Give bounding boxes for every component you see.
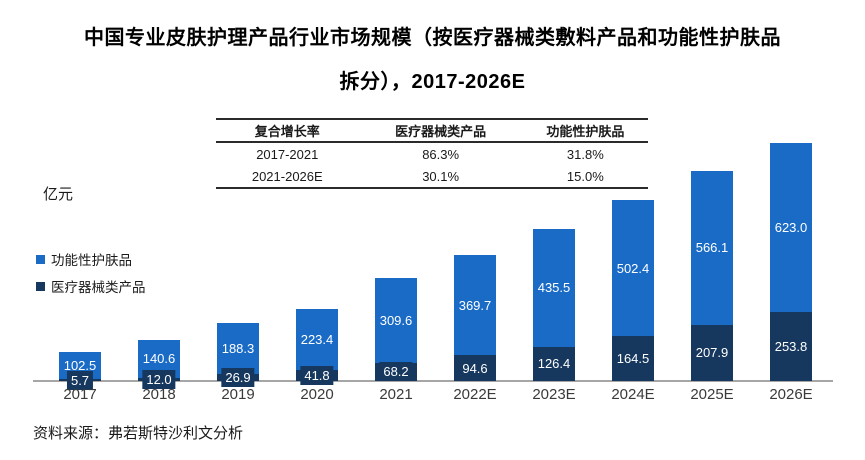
x-tick-label-2018: 2018 bbox=[142, 386, 176, 403]
bar-segment-functional-2022E: 369.7 bbox=[454, 254, 496, 356]
x-tick-label-2017: 2017 bbox=[63, 386, 97, 403]
bar-value-label-medical-2026E: 253.8 bbox=[770, 337, 812, 357]
cagr-row-2021-2026e: 2021-2026E 30.1% 15.0% bbox=[216, 165, 648, 189]
legend-label-functional: 功能性护肤品 bbox=[51, 253, 132, 268]
x-axis-line bbox=[33, 380, 833, 382]
cagr-table-header-row: 复合增长率 医疗器械类产品 功能性护肤品 bbox=[216, 118, 648, 143]
chart-title: 中国专业皮肤护理产品行业市场规模（按医疗器械类敷料产品和功能性护肤品 拆分），2… bbox=[0, 16, 865, 104]
legend-item-medical-device: 医疗器械类产品 bbox=[36, 276, 146, 296]
cagr-table: 复合增长率 医疗器械类产品 功能性护肤品 2017-2021 86.3% 31.… bbox=[216, 118, 648, 189]
chart-title-line1: 中国专业皮肤护理产品行业市场规模（按医疗器械类敷料产品和功能性护肤品 bbox=[84, 27, 781, 49]
cagr-cell-medical-1: 86.3% bbox=[422, 146, 460, 162]
bar-value-label-medical-2023E: 126.4 bbox=[533, 354, 575, 374]
bar-value-label-medical-2019: 26.9 bbox=[221, 367, 255, 387]
chart-title-line2: 拆分），2017-2026E bbox=[339, 71, 526, 93]
bar-value-label-medical-2022E: 94.6 bbox=[458, 358, 492, 378]
bar-segment-functional-2021: 309.6 bbox=[375, 278, 417, 363]
cagr-row-2017-2021: 2017-2021 86.3% 31.8% bbox=[216, 142, 648, 165]
cagr-cell-period-2: 2021-2026E bbox=[216, 165, 359, 189]
bar-value-label-medical-2020: 41.8 bbox=[300, 365, 334, 385]
legend-item-functional-skincare: 功能性护肤品 bbox=[36, 249, 146, 269]
y-axis-unit-label: 亿元 bbox=[43, 186, 74, 203]
bar-segment-functional-2026E: 623.0 bbox=[770, 143, 812, 313]
bar-segment-functional-2025E: 566.1 bbox=[691, 170, 733, 325]
cagr-header-metric: 复合增长率 bbox=[216, 118, 359, 143]
bar-value-label-medical-2017: 5.7 bbox=[66, 370, 94, 390]
cagr-header-functional-skincare: 功能性护肤品 bbox=[522, 118, 648, 143]
bar-value-label-medical-2024E: 164.5 bbox=[612, 349, 654, 369]
cagr-cell-functional-2: 15.0% bbox=[522, 165, 648, 189]
legend-label-medical: 医疗器械类产品 bbox=[51, 280, 146, 295]
x-tick-label-2024E: 2024E bbox=[611, 386, 655, 403]
cagr-header-medical-device: 医疗器械类产品 bbox=[358, 118, 523, 143]
x-tick-label-2025E: 2025E bbox=[690, 386, 734, 403]
bar-value-label-medical-2018: 12.0 bbox=[142, 369, 176, 389]
x-tick-label-2023E: 2023E bbox=[532, 386, 576, 403]
x-tick-label-2020: 2020 bbox=[300, 386, 334, 403]
bar-segment-functional-2019: 188.3 bbox=[217, 322, 259, 374]
legend-swatch-medical-icon bbox=[36, 281, 45, 291]
bar-segment-functional-2023E: 435.5 bbox=[533, 228, 575, 347]
bar-value-label-medical-2021: 68.2 bbox=[379, 362, 413, 382]
x-tick-label-2026E: 2026E bbox=[769, 386, 813, 403]
x-tick-label-2019: 2019 bbox=[221, 386, 255, 403]
x-tick-label-2022E: 2022E bbox=[453, 386, 497, 403]
cagr-cell-medical-2: 30.1% bbox=[358, 165, 523, 189]
legend-swatch-functional-icon bbox=[36, 254, 45, 264]
cagr-cell-period-1: 2017-2021 bbox=[256, 146, 319, 162]
bar-value-label-medical-2025E: 207.9 bbox=[691, 343, 733, 363]
cagr-cell-functional-1: 31.8% bbox=[566, 146, 604, 162]
x-tick-label-2021: 2021 bbox=[379, 386, 413, 403]
source-note: 资料来源：弗若斯特沙利文分析 bbox=[33, 425, 244, 442]
bar-segment-functional-2020: 223.4 bbox=[296, 309, 338, 370]
chart-legend: 功能性护肤品 医疗器械类产品 bbox=[36, 249, 146, 303]
bar-segment-functional-2024E: 502.4 bbox=[612, 200, 654, 337]
